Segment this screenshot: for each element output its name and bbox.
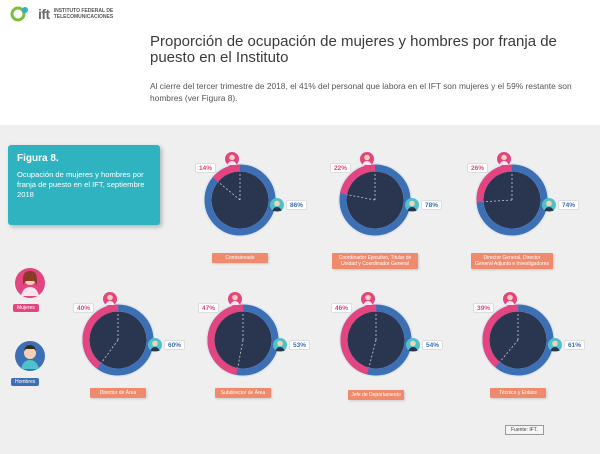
women-mini-avatar-icon [361, 292, 375, 306]
donut-chart [478, 300, 558, 380]
men-percent-label: 61% [564, 340, 586, 350]
women-slice [482, 304, 554, 376]
women-percent-label: 26% [467, 163, 489, 173]
institution-name: INSTITUTO FEDERAL DE TELECOMUNICACIONES [53, 8, 114, 20]
category-label: Director de Área [90, 388, 146, 398]
women-legend-label: Mujeres [13, 304, 39, 312]
slice-divider [100, 339, 119, 364]
slice-divider [346, 194, 376, 201]
women-slice [207, 304, 279, 376]
women-percent-label: 47% [198, 303, 220, 313]
slice-divider [217, 181, 241, 201]
donut-svg [81, 303, 155, 377]
category-label: Coordinador Ejecutivo, Titular de Unidad… [332, 253, 418, 269]
category-label: Comisionado [212, 253, 268, 263]
women-slice [204, 164, 276, 236]
men-mini-avatar-icon [270, 198, 284, 212]
figure-card: Figura 8. Ocupación de mujeres y hombres… [8, 145, 160, 225]
donut-chart [200, 160, 280, 240]
donut-chart [335, 160, 415, 240]
donut-svg [339, 303, 413, 377]
women-mini-avatar-icon [225, 152, 239, 166]
donut-chart [78, 300, 158, 380]
women-slice [476, 164, 548, 236]
category-label: Técnico y Enlace [490, 388, 546, 398]
men-mini-avatar-icon [548, 338, 562, 352]
men-mini-avatar-icon [405, 198, 419, 212]
men-mini-avatar-icon [406, 338, 420, 352]
logo-text: ift [38, 6, 50, 22]
men-mini-avatar-icon [542, 198, 556, 212]
men-mini-avatar-icon [273, 338, 287, 352]
women-mini-avatar-icon [103, 292, 117, 306]
men-mini-avatar-icon [148, 338, 162, 352]
women-percent-label: 46% [331, 303, 353, 313]
women-percent-label: 39% [473, 303, 495, 313]
women-percent-label: 22% [330, 163, 352, 173]
men-legend-label: Hombres [11, 378, 40, 386]
donut-svg [338, 163, 412, 237]
men-percent-label: 86% [286, 200, 308, 210]
women-mini-avatar-icon [503, 292, 517, 306]
men-percent-label: 74% [558, 200, 580, 210]
page-title: Proporción de ocupación de mujeres y hom… [150, 33, 557, 66]
donut-svg [206, 303, 280, 377]
slice-divider [483, 199, 513, 203]
donut-svg [203, 163, 277, 237]
slice-divider [368, 339, 377, 368]
slice-divider [237, 339, 244, 369]
category-label: Subdirector de Área [215, 388, 271, 398]
intro-paragraph: Al cierre del tercer trimestre de 2018, … [150, 81, 572, 103]
women-mini-avatar-icon [228, 292, 242, 306]
ift-logo-mark-icon [10, 5, 36, 23]
donut-chart [203, 300, 283, 380]
men-percent-label: 53% [289, 340, 311, 350]
figure-number: Figura 8. [17, 153, 59, 164]
women-avatar-icon [15, 268, 45, 298]
category-label: Jefe de Departamento [348, 390, 404, 400]
women-percent-label: 40% [73, 303, 95, 313]
men-percent-label: 60% [164, 340, 186, 350]
ift-logo: ift INSTITUTO FEDERAL DE TELECOMUNICACIO… [10, 3, 124, 25]
category-label: Director General, Director General Adjun… [471, 253, 553, 269]
women-percent-label: 14% [195, 163, 217, 173]
men-percent-label: 54% [422, 340, 444, 350]
men-avatar-icon [15, 341, 45, 371]
women-mini-avatar-icon [497, 152, 511, 166]
women-mini-avatar-icon [360, 152, 374, 166]
donut-chart [336, 300, 416, 380]
figure-description: Ocupación de mujeres y hombres por franj… [17, 170, 145, 199]
slice-divider [499, 339, 519, 363]
source-note: Fuente: IFT. [505, 425, 544, 435]
donut-svg [481, 303, 555, 377]
men-percent-label: 78% [421, 200, 443, 210]
